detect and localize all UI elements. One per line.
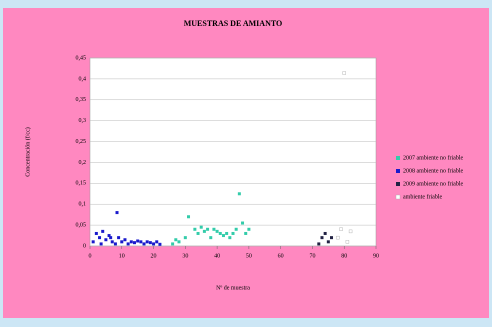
y-tick-label: 0,3 (79, 118, 87, 124)
point (317, 242, 321, 246)
point (115, 211, 119, 215)
point (234, 227, 238, 231)
marks (91, 71, 353, 246)
point (104, 238, 108, 242)
point (148, 241, 152, 245)
point (345, 240, 350, 244)
x-axis-label: Nº de muestra (216, 285, 250, 291)
point (342, 71, 346, 75)
y-tick-label: 0 (83, 243, 86, 249)
x-tick-label: 10 (119, 253, 125, 259)
point (320, 236, 324, 240)
point (225, 231, 229, 235)
x-tick-label: 50 (246, 253, 252, 259)
y-tick-label: 0,2 (79, 160, 87, 166)
point (152, 242, 156, 246)
point (174, 238, 178, 242)
point (139, 240, 143, 244)
y-tick-label: 0,05 (76, 222, 87, 228)
point (221, 234, 225, 238)
point (323, 231, 327, 235)
point (193, 227, 197, 231)
y-tick-label: 0,35 (76, 97, 87, 103)
point (99, 242, 103, 246)
y-tick-label: 0,1 (79, 202, 87, 208)
y-axis-label: Concentración (f/cc) (24, 127, 31, 176)
chart-title: MUESTRAS DE AMIANTO (184, 19, 283, 28)
point (142, 242, 146, 246)
point (215, 229, 219, 233)
legend: 2007 ambiente no friable 2008 ambiente no… (395, 154, 463, 200)
point (348, 229, 353, 234)
x-tick-label: 80 (341, 253, 347, 259)
point (101, 229, 105, 233)
point (177, 240, 181, 244)
point (228, 236, 232, 240)
y-tick-label: 0,25 (76, 139, 87, 145)
point (231, 231, 235, 235)
point (129, 240, 133, 244)
legend-marker (396, 156, 400, 160)
point (94, 231, 98, 235)
legend-marker (396, 182, 400, 186)
point (196, 231, 200, 235)
point (145, 240, 149, 244)
point (107, 234, 111, 238)
point (113, 242, 117, 246)
point (155, 240, 159, 244)
point (209, 236, 213, 240)
point (187, 215, 191, 219)
point (126, 242, 130, 246)
legend-label: 2007 ambiente no friable (403, 154, 463, 161)
plot-area (89, 57, 377, 247)
point (202, 229, 206, 233)
x-tick-label: 40 (214, 253, 220, 259)
point (199, 225, 203, 229)
y-tick-label: 0,4 (79, 76, 87, 82)
point (183, 236, 187, 240)
point (158, 242, 162, 246)
point (109, 236, 113, 240)
x-tick-label: 0 (89, 253, 92, 259)
point (91, 240, 95, 244)
x-tick-label: 30 (182, 253, 188, 259)
x-tick-label: 90 (373, 253, 379, 259)
point (218, 231, 222, 235)
legend-marker (396, 169, 400, 173)
legend-marker (395, 194, 401, 200)
point (206, 227, 210, 231)
point (171, 242, 175, 246)
x-tick-label: 70 (309, 253, 315, 259)
point (123, 238, 127, 242)
legend-label: 2009 ambiente no friable (403, 180, 463, 187)
point (339, 227, 343, 231)
point (110, 240, 114, 244)
point (117, 236, 121, 240)
x-tick-label: 20 (151, 253, 157, 259)
point (241, 221, 245, 225)
point (326, 240, 330, 244)
point (136, 239, 140, 243)
grid: 0 0,05 0,1 0,15 0,2 0,25 0,3 0,35 0,4 0,45 0 10 20 30… (76, 55, 380, 259)
point (98, 236, 102, 240)
point (237, 192, 241, 196)
y-tick-label: 0,45 (76, 55, 87, 61)
legend-label: 2008 ambiente no friable (403, 167, 463, 174)
point (244, 231, 248, 235)
x-tick-label: 60 (278, 253, 284, 259)
point (247, 227, 251, 231)
point (212, 227, 216, 231)
y-tick-label: 0,15 (76, 181, 87, 187)
point (330, 236, 334, 240)
legend-label: ambiente friable (403, 193, 442, 200)
point (336, 235, 340, 240)
point (120, 240, 124, 244)
point (132, 241, 136, 245)
